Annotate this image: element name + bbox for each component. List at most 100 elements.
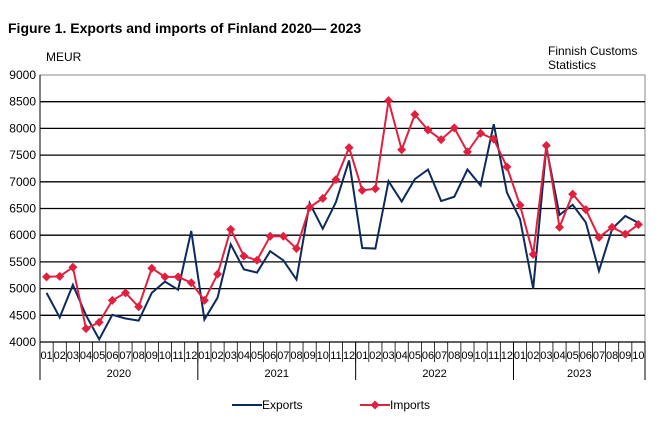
data-point-imports [541,140,551,150]
data-point-imports [476,128,486,138]
data-point-imports [449,123,459,133]
x-tick-label: 10 [159,350,171,362]
x-tick-label: 07 [593,350,605,362]
data-point-imports [607,222,617,232]
x-tick-label: 08 [290,350,302,362]
data-point-imports [318,193,328,203]
legend-label-exports: Exports [262,398,303,412]
data-point-imports [633,220,643,230]
y-tick-label: 6500 [9,202,36,216]
x-tick-label: 07 [277,350,289,362]
x-tick-label: 12 [185,350,197,362]
x-tick-label: 10 [317,350,329,362]
data-point-imports [173,272,183,282]
data-point-imports [147,263,157,273]
data-point-imports [620,229,630,239]
x-tick-label: 03 [540,350,552,362]
y-tick-label: 5000 [9,282,36,296]
y-tick-label: 7000 [9,175,36,189]
x-tick-label: 05 [409,350,421,362]
x-tick-label: 04 [396,350,408,362]
y-tick-label: 8000 [9,121,36,135]
chart-title: Figure 1. Exports and imports of Finland… [8,20,362,36]
data-point-imports [120,288,130,298]
year-label: 2021 [264,368,288,380]
data-point-imports [291,244,301,254]
y-tick-label: 6000 [9,228,36,242]
series-line-imports [46,100,640,331]
data-point-imports [68,262,78,272]
y-tick-label: 9000 [9,68,36,82]
data-point-imports [94,317,104,327]
data-point-imports [81,324,91,334]
data-point-imports [278,231,288,241]
series-line-exports [45,123,639,342]
data-point-imports [344,143,354,153]
x-tick-label: 09 [146,350,158,362]
x-tick-label: 02 [211,350,223,362]
x-tick-label: 07 [435,350,447,362]
data-point-imports [397,145,407,155]
x-tick-label: 09 [303,350,315,362]
x-tick-label: 03 [382,350,394,362]
x-tick-label: 01 [514,350,526,362]
data-point-imports [226,224,236,234]
data-point-imports [186,278,196,288]
x-tick-label: 10 [474,350,486,362]
x-tick-label: 08 [606,350,618,362]
x-tick-label: 05 [567,350,579,362]
data-point-imports [252,255,262,265]
data-point-imports [42,272,52,282]
x-tick-label: 01 [40,350,52,362]
data-point-imports [160,272,170,282]
year-label: 2022 [422,368,446,380]
x-tick-label: 02 [54,350,66,362]
x-tick-label: 08 [448,350,460,362]
x-tick-label: 01 [198,350,210,362]
source-line-1: Finnish Customs [548,44,638,58]
data-point-imports [502,162,512,172]
data-point-imports [410,110,420,120]
x-tick-label: 06 [422,350,434,362]
x-tick-label: 09 [619,350,631,362]
x-tick-label: 11 [172,350,183,362]
x-tick-label: 02 [527,350,539,362]
y-tick-label: 8500 [9,95,36,109]
x-tick-label: 03 [67,350,79,362]
data-point-imports [489,134,499,144]
data-point-imports [305,202,315,212]
data-point-imports [239,251,249,261]
data-point-imports [462,147,472,157]
y-tick-label: 4500 [9,308,36,322]
source-line-2: Statistics [548,58,597,72]
y-tick-label: 5500 [9,255,36,269]
x-tick-label: 09 [461,350,473,362]
data-point-imports [265,231,275,241]
data-point-imports [568,189,578,199]
data-point-imports [213,269,223,279]
data-point-imports [134,302,144,312]
x-tick-label: 10 [632,350,644,362]
year-label: 2020 [107,368,131,380]
x-tick-label: 04 [238,350,250,362]
year-label: 2023 [567,368,591,380]
y-tick-label: 4000 [9,335,36,349]
data-point-imports [594,232,604,242]
x-tick-label: 02 [369,350,381,362]
data-point-imports [370,184,380,194]
x-tick-label: 04 [80,350,92,362]
legend-label-imports: Imports [390,398,430,412]
x-tick-label: 06 [580,350,592,362]
data-point-imports [55,271,65,281]
x-tick-label: 12 [501,350,513,362]
data-point-imports [515,200,525,210]
x-tick-label: 06 [264,350,276,362]
x-tick-label: 08 [133,350,145,362]
x-tick-label: 05 [251,350,263,362]
data-point-imports [436,135,446,145]
x-tick-label: 04 [553,350,565,362]
data-point-imports [555,222,565,232]
legend-marker [370,400,380,410]
